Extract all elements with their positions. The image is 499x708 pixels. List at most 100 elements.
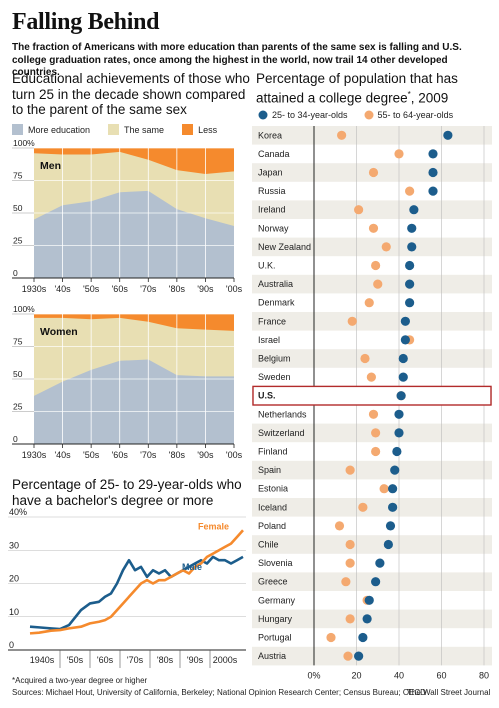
- line-series-male: [29, 555, 244, 631]
- dot-old: [345, 465, 355, 475]
- dot-chart: 0% 20 40 60 80 Korea Canada Japan Russia Ireland N…: [252, 126, 492, 680]
- dot-country-label: Belgium: [258, 354, 291, 364]
- dot-young: [388, 484, 398, 494]
- page-subtitle: The fraction of Americans with more educ…: [12, 42, 462, 78]
- dot-row-bg: [252, 498, 492, 517]
- dot-country-label: France: [258, 316, 286, 326]
- women-xtick-label: '40s: [54, 450, 71, 460]
- dot-young: [392, 446, 402, 457]
- dot-row-bg: [252, 535, 492, 554]
- legend-label-less: Less: [198, 124, 218, 135]
- women-xtick-label: '90s: [197, 450, 214, 460]
- dot-country-label: U.K.: [258, 261, 276, 271]
- dot-young: [358, 632, 368, 643]
- area-title-line-2: turn 25 in the decade shown compared: [12, 86, 246, 102]
- dot-country-label: Japan: [258, 168, 283, 178]
- line-series-female: [29, 529, 244, 635]
- dot-young: [388, 502, 398, 512]
- dot-young: [405, 260, 415, 271]
- legend-label-old: 55- to 64-year-olds: [377, 110, 454, 120]
- dot-country-label: Switzerland: [258, 428, 305, 438]
- men-xtick-label: 1930s: [22, 284, 47, 294]
- line-label-male: Male: [182, 562, 202, 572]
- dot-row-bg: [252, 274, 492, 294]
- dot-xtick-label: 80: [479, 670, 489, 680]
- line-chart: 0 10 20 30 40% 1940s '50s '60s '70s '80s '90s 2000s…: [8, 507, 246, 668]
- dot-young: [362, 614, 372, 624]
- dot-country-label: Ireland: [258, 205, 286, 215]
- women-ytick-label: 25: [13, 402, 23, 412]
- women-xtick-label: '80s: [169, 450, 186, 460]
- dot-country-label: Sweden: [258, 372, 291, 382]
- dot-country-label: Denmark: [258, 298, 295, 308]
- area-legend: More education The same Less: [12, 124, 217, 135]
- dot-country-label: Poland: [258, 521, 286, 531]
- dot-young: [405, 298, 415, 308]
- dot-young: [364, 595, 374, 605]
- legend-label-same: The same: [124, 124, 165, 135]
- line-label-female: Female: [198, 521, 229, 531]
- line-xtick-label: '80s: [157, 655, 174, 665]
- line-ytick-label: 0: [9, 640, 14, 650]
- women-xtick-label: 1930s: [22, 450, 47, 460]
- area-chart-men: 0 25 50 75 100% 1930s '40s '50s '60s '70s '80s '90s…: [12, 140, 243, 294]
- dot-row-bg: [252, 646, 492, 666]
- dot-old: [345, 539, 355, 550]
- dot-xtick-label: 40: [394, 670, 404, 680]
- area-chart-women: 0 25 50 75 100% 1930s '40s '50s '60s '70s '80s '90s…: [12, 306, 243, 460]
- men-ytick-label: 100%: [13, 140, 35, 148]
- dot-young: [405, 279, 415, 289]
- legend-dot-young: [258, 110, 268, 120]
- line-ytick-label: 10: [9, 607, 19, 617]
- dot-title-note: *: [407, 89, 411, 99]
- dot-old: [381, 242, 391, 252]
- dot-row-bg: [252, 609, 492, 629]
- dot-old: [360, 353, 370, 364]
- dot-country-label: Netherlands: [258, 409, 307, 419]
- women-ytick-label: 0: [13, 434, 18, 444]
- dot-young: [407, 242, 417, 252]
- dot-old: [334, 521, 345, 531]
- men-ytick-label: 50: [13, 203, 23, 213]
- dot-row-bg: [252, 237, 492, 257]
- line-xtick-label: 1940s: [30, 655, 55, 665]
- women-xtick-label: '60s: [112, 450, 129, 460]
- dot-old: [379, 484, 389, 494]
- dot-xtick-label: 20: [351, 670, 361, 680]
- credit: The Wall Street Journal: [407, 688, 491, 697]
- dot-country-label: Spain: [258, 465, 281, 475]
- dot-xtick-label: 60: [436, 670, 446, 680]
- dot-country-label: Canada: [258, 149, 290, 159]
- women-ytick-label: 50: [13, 369, 23, 379]
- dot-country-label: Slovenia: [258, 558, 293, 568]
- legend-label-young: 25- to 34-year-olds: [272, 110, 348, 120]
- women-ytick-label: 75: [13, 337, 23, 347]
- dot-old: [368, 409, 379, 419]
- women-ytick-label: 100%: [13, 306, 35, 314]
- dot-old: [347, 316, 357, 326]
- women-band-more: [34, 359, 234, 444]
- area-title-line-1: Educational achievements of those who: [12, 71, 250, 86]
- dot-country-label: Israel: [258, 335, 280, 345]
- dot-old: [394, 149, 404, 159]
- dot-title-line-2: attained a college degree: [256, 90, 408, 105]
- dot-country-label: Germany: [258, 595, 296, 605]
- men-ytick-label: 0: [13, 268, 18, 278]
- men-panel-label: Men: [40, 160, 61, 172]
- women-xtick-label: '00s: [226, 450, 243, 460]
- dot-young: [428, 167, 438, 178]
- dot-xtick-label: 0%: [307, 670, 320, 680]
- dot-title-line-1: Percentage of population that has: [256, 71, 458, 86]
- men-ytick-label: 75: [13, 171, 23, 181]
- men-xtick-label: '40s: [54, 284, 71, 294]
- line-ytick-label: 40%: [9, 507, 27, 517]
- line-title-line-2: have a bachelor's degree or more: [12, 492, 214, 508]
- dot-country-label: Korea: [258, 130, 282, 140]
- dot-old: [358, 502, 368, 512]
- dot-young: [443, 130, 453, 140]
- line-xtick-label: '60s: [97, 655, 114, 665]
- legend-dot-old: [364, 110, 374, 120]
- dot-young: [407, 223, 417, 233]
- dot-country-label: Greece: [258, 577, 288, 587]
- dot-old: [371, 260, 381, 271]
